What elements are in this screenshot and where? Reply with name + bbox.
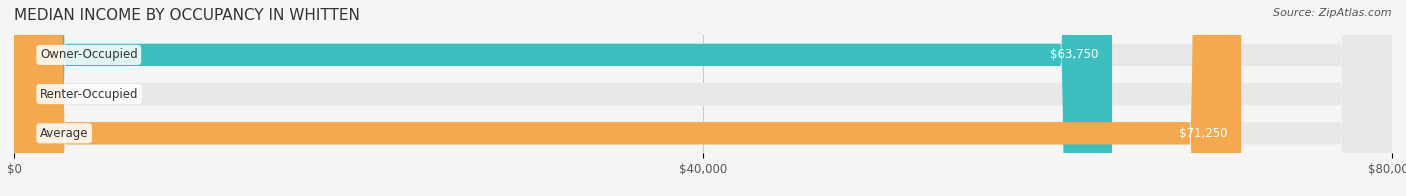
FancyBboxPatch shape: [14, 0, 1241, 196]
Text: $0: $0: [69, 88, 84, 101]
Text: $71,250: $71,250: [1180, 127, 1227, 140]
Text: Owner-Occupied: Owner-Occupied: [39, 48, 138, 61]
FancyBboxPatch shape: [14, 0, 49, 196]
FancyBboxPatch shape: [14, 0, 1112, 196]
Text: Renter-Occupied: Renter-Occupied: [39, 88, 138, 101]
FancyBboxPatch shape: [14, 0, 1392, 196]
Text: Average: Average: [39, 127, 89, 140]
Text: Source: ZipAtlas.com: Source: ZipAtlas.com: [1274, 8, 1392, 18]
FancyBboxPatch shape: [14, 0, 1392, 196]
Text: MEDIAN INCOME BY OCCUPANCY IN WHITTEN: MEDIAN INCOME BY OCCUPANCY IN WHITTEN: [14, 8, 360, 23]
FancyBboxPatch shape: [14, 0, 1392, 196]
Text: $63,750: $63,750: [1050, 48, 1098, 61]
